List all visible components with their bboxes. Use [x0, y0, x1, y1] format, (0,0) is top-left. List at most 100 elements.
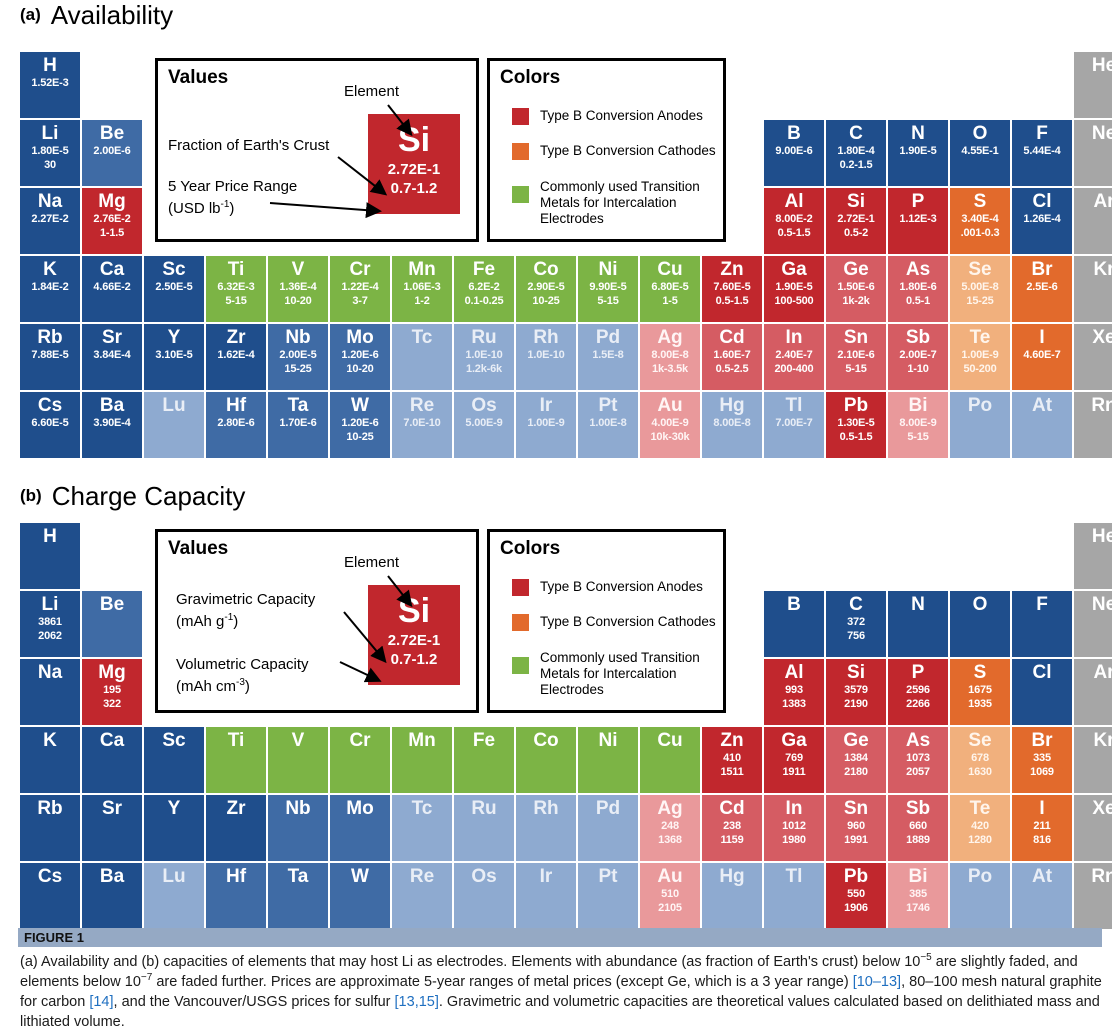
element-value-2: 2190 [844, 698, 868, 710]
element-tile-fe: Fe 6.2E-2 0.1-0.25 [454, 256, 514, 322]
figure-label-bar: FIGURE 1 [18, 928, 1102, 947]
element-tile-k: K 1.84E-2 [20, 256, 80, 322]
element-symbol: Zn [720, 730, 744, 751]
element-symbol: In [785, 327, 803, 348]
element-symbol: O [972, 123, 988, 144]
element-tile-pb: Pb 1.30E-5 0.5-1.5 [826, 392, 886, 458]
element-value-1: 2.00E-5 [279, 349, 317, 361]
element-value-1: 1.20E-6 [341, 417, 379, 429]
element-value-1: 2596 [906, 684, 930, 696]
element-value-1: 1.00E-9 [527, 417, 565, 429]
element-tile-cr: Cr 1.22E-4 3-7 [330, 256, 390, 322]
element-value-1: 9.90E-5 [589, 281, 627, 293]
element-value-2: 1k-3.5k [652, 363, 688, 375]
element-tile-lu: Lu [144, 863, 204, 929]
element-tile-si: Si 2.72E-1 0.5-2 [826, 188, 886, 254]
element-tile-ba: Ba 3.90E-4 [82, 392, 142, 458]
element-value-1: 5.00E-8 [961, 281, 999, 293]
element-symbol: Ne [1091, 594, 1112, 615]
element-tile-xe: Xe [1074, 795, 1112, 861]
swatch-anodes [512, 108, 529, 125]
element-value-1: 6.2E-2 [468, 281, 500, 293]
element-value-1: 1.80E-4 [837, 145, 875, 157]
element-symbol: Ga [781, 730, 807, 751]
element-tile-ne: Ne [1074, 591, 1112, 657]
element-symbol: Lu [162, 395, 186, 416]
element-tile-tc: Tc [392, 324, 452, 390]
element-symbol: Hf [225, 866, 247, 887]
element-value-1: 7.00E-7 [775, 417, 813, 429]
element-symbol: Pb [843, 866, 869, 887]
element-symbol: Mo [346, 798, 374, 819]
element-tile-rh: Rh 1.0E-10 [516, 324, 576, 390]
element-value-2: .001-0.3 [960, 227, 1000, 239]
legend-anodes-label: Type B Conversion Anodes [540, 108, 703, 123]
figure-caption: (a) Availability and (b) capacities of e… [20, 952, 1102, 1030]
element-value-2: 1991 [844, 834, 868, 846]
legend-cathodes-label: Type B Conversion Cathodes [540, 143, 716, 158]
element-tile-p: P 1.12E-3 [888, 188, 948, 254]
volumetric-unit-label: (mAh cm-3) [176, 677, 250, 695]
element-tile-nb: Nb [268, 795, 328, 861]
colors-legend-a: Colors Type B Conversion Anodes Type B C… [487, 58, 726, 242]
fraction-label: Fraction of Earth's Crust [168, 137, 330, 154]
reference-link[interactable]: [14] [89, 994, 114, 1010]
reference-link[interactable]: [13,15] [394, 994, 439, 1010]
element-tile-h: H 1.52E-3 [20, 52, 80, 118]
element-value-1: 2.72E-1 [837, 213, 875, 225]
reference-link[interactable]: [10–13] [852, 974, 902, 990]
element-tile-os: Os [454, 863, 514, 929]
element-symbol: H [43, 55, 57, 76]
element-tile-tl: Tl [764, 863, 824, 929]
element-symbol: P [911, 191, 925, 212]
element-symbol: Ni [598, 259, 618, 280]
element-value-2: 10-25 [532, 295, 560, 307]
element-symbol: Co [533, 730, 559, 751]
element-value-1: 2.10E-6 [837, 349, 875, 361]
element-value-2: 2180 [844, 766, 868, 778]
element-symbol: Ba [99, 866, 125, 887]
element-tile-y: Y [144, 795, 204, 861]
element-symbol: Fe [472, 259, 496, 280]
element-tile-sb: Sb 660 1889 [888, 795, 948, 861]
element-symbol: Pd [595, 327, 621, 348]
values-legend-title: Values [168, 538, 229, 559]
element-value-2: 2105 [658, 902, 682, 914]
element-value-1: 420 [971, 820, 989, 832]
element-value-1: 3.10E-5 [155, 349, 193, 361]
element-value-1: 1.70E-6 [279, 417, 317, 429]
element-tile-ti: Ti [206, 727, 266, 793]
element-symbol: Cl [1032, 191, 1052, 212]
element-tile-si: Si 3579 2190 [826, 659, 886, 725]
element-tile-mo: Mo [330, 795, 390, 861]
element-symbol: Si [847, 191, 865, 212]
element-tile-re: Re 7.0E-10 [392, 392, 452, 458]
element-tile-hf: Hf 2.80E-6 [206, 392, 266, 458]
element-value-1: 410 [723, 752, 741, 764]
element-symbol: Ba [99, 395, 125, 416]
element-symbol: Ag [657, 327, 683, 348]
element-symbol: Y [167, 798, 181, 819]
element-tile-k: K [20, 727, 80, 793]
element-symbol: B [787, 594, 801, 615]
element-tile-hg: Hg 8.00E-8 [702, 392, 762, 458]
element-tile-tl: Tl 7.00E-7 [764, 392, 824, 458]
legend-transition-metals-label: Commonly used Transition Metals for Inte… [540, 650, 700, 697]
element-tile-ar: Ar [1074, 188, 1112, 254]
element-tile-te: Te 1.00E-9 50-200 [950, 324, 1010, 390]
element-symbol: Si [847, 662, 865, 683]
element-value-2: 1746 [906, 902, 930, 914]
element-value-1: 7.88E-5 [31, 349, 69, 361]
element-value-2: 816 [1033, 834, 1051, 846]
element-tile-v: V [268, 727, 328, 793]
element-symbol: I [1039, 798, 1045, 819]
sample-element-tile: Si 2.72E-1 0.7-1.2 [368, 585, 460, 685]
panel-b-label: (b) [20, 486, 42, 505]
element-value-2: 2266 [906, 698, 930, 710]
element-value-1: 1.00E-9 [961, 349, 999, 361]
element-value-1: 8.00E-8 [713, 417, 751, 429]
element-symbol: Mn [408, 259, 436, 280]
element-tile-w: W 1.20E-6 10-25 [330, 392, 390, 458]
element-tile-ru: Ru 1.0E-10 1.2k-6k [454, 324, 514, 390]
element-symbol: N [911, 594, 925, 615]
